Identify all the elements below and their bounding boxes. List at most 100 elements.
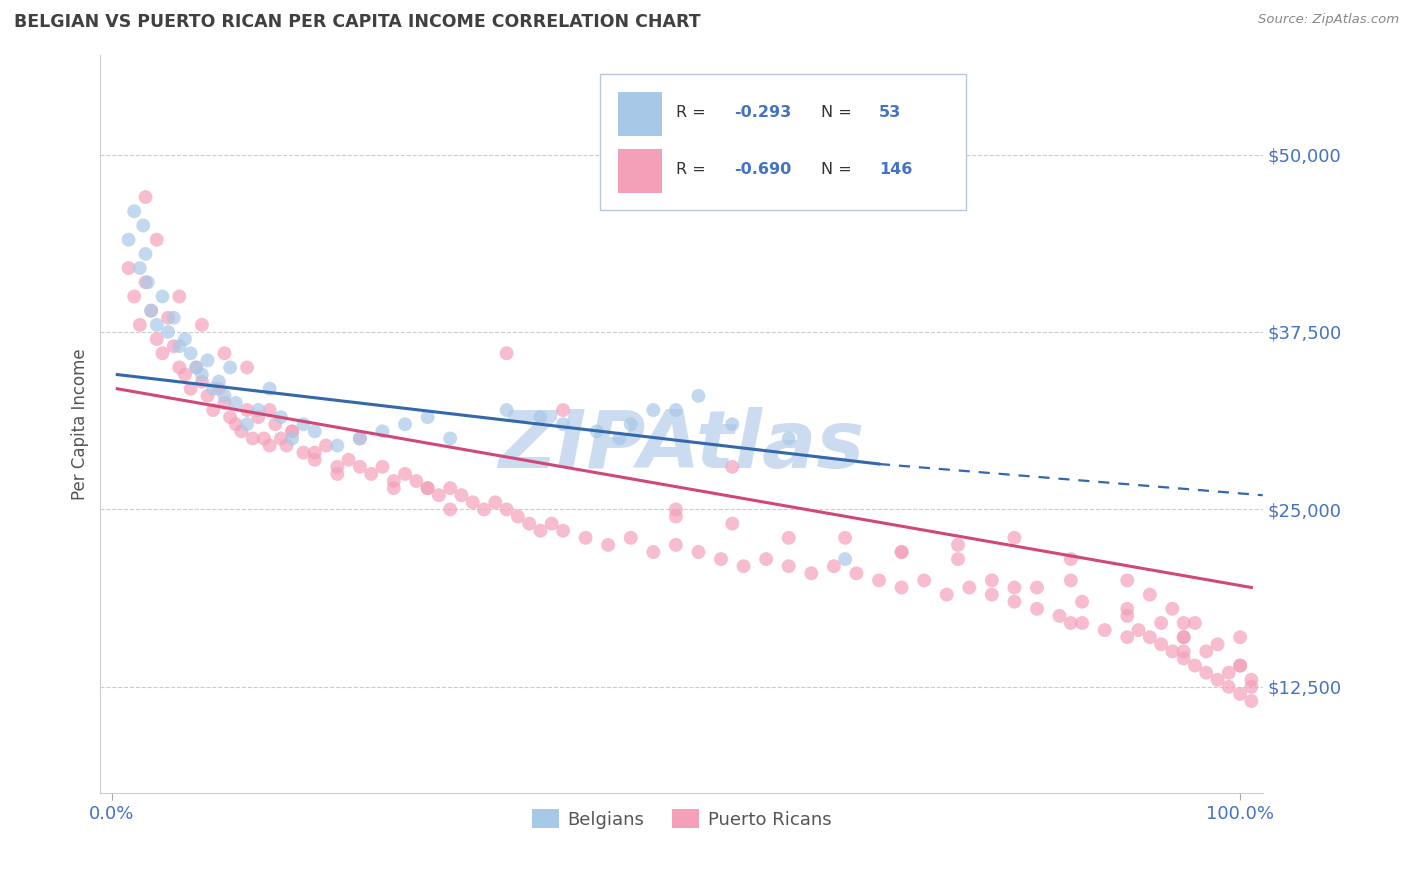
Point	[665, 538, 688, 552]
Point	[890, 545, 912, 559]
FancyBboxPatch shape	[617, 149, 662, 194]
Point	[281, 432, 304, 446]
Point	[281, 425, 304, 439]
Point	[270, 410, 292, 425]
Point	[236, 360, 259, 375]
Point	[152, 289, 174, 303]
Point	[349, 432, 371, 446]
Point	[326, 438, 349, 452]
Point	[643, 545, 665, 559]
Point	[1139, 630, 1161, 644]
Point	[439, 502, 461, 516]
Point	[517, 516, 540, 531]
Point	[146, 233, 169, 247]
Point	[733, 559, 755, 574]
Point	[1161, 644, 1184, 658]
Point	[450, 488, 472, 502]
Point	[197, 389, 219, 403]
Point	[169, 360, 191, 375]
Point	[868, 574, 890, 588]
Point	[529, 524, 551, 538]
Point	[349, 432, 371, 446]
Point	[146, 332, 169, 346]
Point	[1139, 588, 1161, 602]
Text: R =: R =	[676, 162, 706, 178]
Point	[259, 438, 281, 452]
Point	[620, 417, 643, 432]
Point	[551, 524, 574, 538]
Point	[620, 531, 643, 545]
Point	[174, 332, 197, 346]
Point	[326, 467, 349, 481]
Point	[208, 375, 231, 389]
Point	[132, 219, 155, 233]
Point	[128, 318, 150, 332]
Point	[472, 502, 495, 516]
Point	[122, 204, 145, 219]
Point	[236, 403, 259, 417]
Point	[231, 425, 253, 439]
Text: N =: N =	[821, 105, 852, 120]
Point	[1150, 637, 1173, 651]
Point	[800, 566, 823, 581]
Point	[1173, 615, 1195, 630]
Point	[980, 588, 1002, 602]
Point	[461, 495, 484, 509]
FancyBboxPatch shape	[600, 74, 966, 211]
Point	[128, 261, 150, 276]
Point	[551, 417, 574, 432]
Text: 53: 53	[879, 105, 901, 120]
Point	[495, 502, 517, 516]
Point	[139, 303, 162, 318]
Point	[416, 481, 439, 495]
Point	[778, 531, 800, 545]
Point	[755, 552, 778, 566]
Point	[688, 545, 710, 559]
Point	[1206, 673, 1229, 687]
Point	[180, 382, 202, 396]
Point	[540, 516, 562, 531]
Point	[721, 417, 744, 432]
Point	[186, 360, 208, 375]
Text: -0.293: -0.293	[734, 105, 792, 120]
Point	[1071, 595, 1094, 609]
Point	[1240, 694, 1263, 708]
Point	[134, 190, 156, 204]
Point	[259, 382, 281, 396]
Point	[946, 552, 969, 566]
Point	[495, 403, 517, 417]
Point	[1094, 623, 1116, 637]
Point	[912, 574, 935, 588]
Point	[180, 346, 202, 360]
Point	[405, 474, 427, 488]
Point	[439, 481, 461, 495]
Point	[292, 417, 315, 432]
Text: 146: 146	[879, 162, 912, 178]
Text: ZIPAtlas: ZIPAtlas	[498, 408, 865, 485]
Point	[1229, 630, 1251, 644]
Point	[506, 509, 529, 524]
Point	[169, 289, 191, 303]
Point	[890, 545, 912, 559]
Point	[1026, 581, 1049, 595]
Point	[1195, 665, 1218, 680]
Point	[315, 438, 337, 452]
Point	[382, 481, 405, 495]
Point	[688, 389, 710, 403]
Point	[326, 459, 349, 474]
Point	[304, 425, 326, 439]
Point	[276, 438, 298, 452]
Point	[134, 275, 156, 289]
Point	[152, 346, 174, 360]
Point	[214, 389, 236, 403]
Point	[1229, 658, 1251, 673]
Text: R =: R =	[676, 105, 706, 120]
Point	[495, 346, 517, 360]
Point	[1026, 602, 1049, 616]
Point	[1173, 651, 1195, 665]
Point	[304, 452, 326, 467]
Point	[574, 531, 596, 545]
Point	[551, 403, 574, 417]
Point	[281, 425, 304, 439]
Point	[1218, 665, 1240, 680]
